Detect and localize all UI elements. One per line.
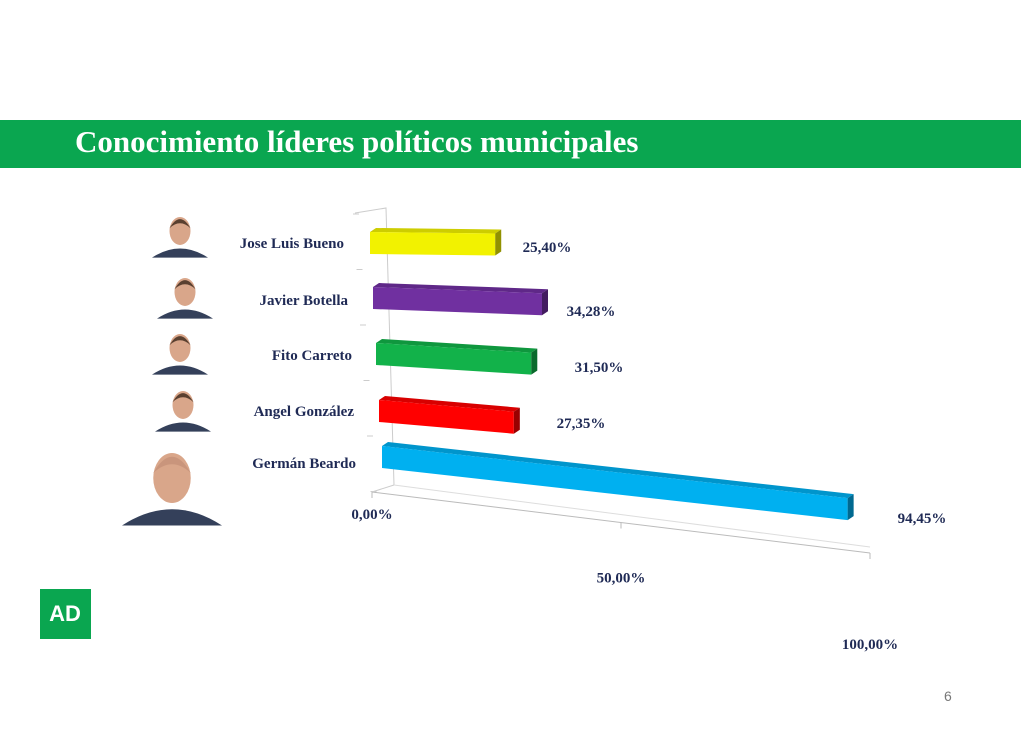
x-tick-label: 50,00%: [597, 571, 646, 587]
bar-top-face: [379, 396, 520, 412]
category-label: Germán Beardo: [252, 456, 356, 472]
page-number: 6: [944, 688, 952, 704]
x-tick-label: 0,00%: [351, 507, 392, 523]
data-label: 27,35%: [557, 416, 606, 432]
data-label: 34,28%: [567, 304, 616, 320]
avatar-photo: [157, 278, 213, 319]
bar: [376, 343, 532, 375]
bar-side-face: [542, 289, 549, 316]
bar-top-face: [370, 228, 502, 234]
bar-side-face: [531, 348, 538, 375]
bar-top-face: [382, 442, 854, 499]
category-label: Angel González: [254, 404, 355, 420]
ad-logo: AD: [40, 589, 91, 639]
avatar-photo: [152, 334, 208, 375]
category-label: Javier Botella: [260, 293, 349, 309]
avatar-photo: [152, 217, 208, 258]
logo-text: AD: [49, 601, 81, 626]
x-tick-label: 100,00%: [842, 637, 898, 653]
category-label: Jose Luis Bueno: [240, 236, 344, 252]
bar-side-face: [495, 229, 502, 256]
page-title: Conocimiento líderes políticos municipal…: [75, 124, 639, 159]
data-label: 31,50%: [575, 360, 624, 376]
bar: [370, 232, 496, 256]
bar-top-face: [373, 283, 549, 294]
bar: [373, 287, 543, 316]
bar-side-face: [513, 407, 520, 434]
data-label: 94,45%: [898, 511, 947, 527]
avatar-photo: [155, 391, 211, 432]
avatar-photo: [122, 453, 222, 526]
x-axis-back-line: [393, 484, 871, 548]
bar-side-face: [847, 494, 854, 521]
title-banner: [0, 120, 1021, 168]
category-label: Fito Carreto: [272, 348, 352, 364]
bar: [382, 446, 848, 521]
bar-top-face: [376, 339, 538, 353]
bar: [379, 400, 514, 434]
data-label: 25,40%: [523, 240, 572, 256]
